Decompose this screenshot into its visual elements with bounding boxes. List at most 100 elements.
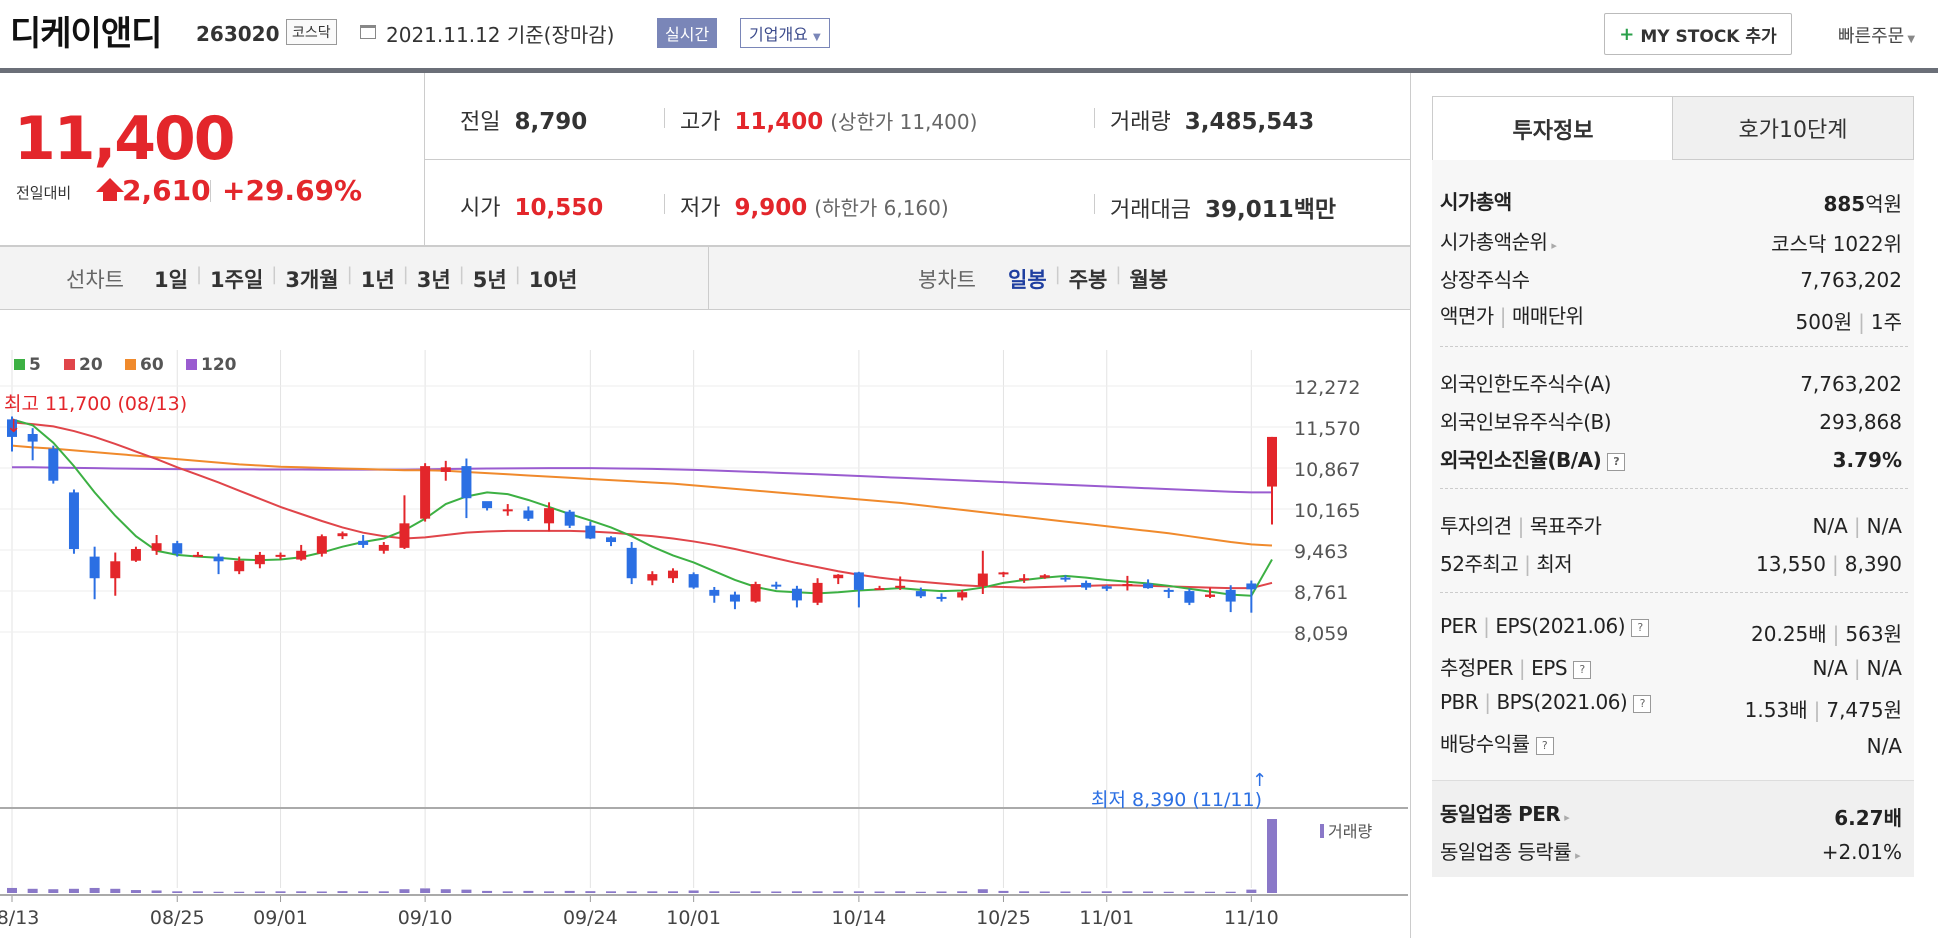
prev-close: 전일 8,790: [460, 104, 587, 136]
candle-body: [461, 466, 472, 499]
option-separator: |: [1115, 264, 1122, 285]
pbr-values: 1.53배 | 7,475원: [1744, 698, 1902, 722]
line-chart-label: 선차트: [66, 268, 124, 292]
candle-body: [585, 525, 596, 539]
candle-body: [316, 536, 327, 554]
candle-body: [48, 448, 59, 481]
div-text: 배당수익률: [1440, 732, 1530, 756]
legend-label: 5: [29, 355, 41, 375]
calendar-icon: [360, 25, 376, 39]
low-label: 저가: [680, 196, 721, 221]
help-icon[interactable]: ?: [1607, 452, 1626, 471]
candle-body: [399, 523, 410, 548]
volume-value: 3,485,543: [1184, 109, 1315, 135]
candle-body: [895, 585, 906, 588]
legend-label: 120: [201, 355, 237, 375]
up-arrow-icon-stem: [103, 191, 117, 201]
candle-body: [358, 540, 369, 545]
volume-bar: [729, 891, 740, 893]
market-cap-value: 885억원: [1823, 188, 1902, 217]
help-icon[interactable]: ?: [1633, 694, 1652, 713]
volume-bar: [791, 891, 802, 893]
candle-body: [1081, 582, 1092, 588]
sector-change-link[interactable]: 동일업종 등락률 ▸: [1440, 836, 1581, 865]
lower-limit: (하한가 6,160): [814, 196, 949, 220]
volume-bar: [213, 891, 224, 893]
sector-per-link[interactable]: 동일업종 PER ▸: [1440, 798, 1570, 827]
volume-bar: [151, 890, 162, 893]
volume-bar: [482, 890, 493, 893]
line-chart-option[interactable]: 3년: [416, 268, 451, 292]
plus-icon: +: [1619, 23, 1635, 45]
line-chart-option[interactable]: 10년: [528, 268, 578, 292]
candle-chart-option[interactable]: 주봉: [1068, 268, 1108, 292]
per-value: 20.25배: [1751, 622, 1827, 646]
tab-invest-info[interactable]: 투자정보: [1432, 96, 1674, 161]
candle-chart-option[interactable]: 월봉: [1129, 268, 1169, 292]
up-arrow-icon: ↑: [1252, 770, 1267, 791]
volume-bar: [957, 891, 968, 893]
volume-bar: [1184, 891, 1195, 893]
ma5-line: [11, 418, 1273, 597]
candle-body: [1163, 589, 1174, 592]
candle-body: [1143, 583, 1154, 589]
realtime-button[interactable]: 실시간: [657, 18, 718, 48]
volume-bar: [358, 891, 369, 893]
market-cap-unit: 억원: [1865, 192, 1902, 216]
amount-unit: 백만: [1293, 197, 1337, 223]
quick-order-button[interactable]: 빠른주문 ▼: [1838, 22, 1915, 48]
target-text: 목표주가: [1529, 514, 1602, 538]
candle-body: [1122, 584, 1133, 587]
cap-rank-link[interactable]: 시가총액순위 ▸: [1440, 226, 1557, 255]
stock-code: 263020: [196, 22, 280, 46]
help-icon[interactable]: ?: [1573, 660, 1592, 679]
foreign-ratio-label: 외국인소진율(B/A)?: [1440, 444, 1626, 473]
line-chart-option[interactable]: 5년: [472, 268, 507, 292]
candle-body: [791, 588, 802, 601]
volume-bar: [234, 891, 245, 893]
line-chart-option[interactable]: 1주일: [210, 268, 264, 292]
candle-body: [977, 573, 988, 586]
legend-swatch: [64, 359, 75, 370]
legend-swatch: [14, 359, 25, 370]
open-value: 10,550: [514, 195, 604, 221]
tab-hoga10[interactable]: 호가10단계: [1672, 96, 1914, 160]
help-icon[interactable]: ?: [1535, 736, 1554, 755]
reference-date: 2021.11.12 기준(장마감): [386, 23, 615, 47]
volume-bar: [192, 891, 203, 893]
volume-bar: [378, 891, 389, 893]
divider: [708, 247, 709, 309]
low-annotation: 최저 8,390 (11/11): [1091, 789, 1262, 811]
candle-body: [1246, 583, 1257, 590]
line-chart-option[interactable]: 1일: [154, 268, 188, 292]
candle-body: [254, 554, 265, 565]
market-cap-label: 시가총액: [1440, 190, 1512, 214]
w52-high-text: 52주최고: [1440, 552, 1519, 576]
corp-overview-dropdown[interactable]: 기업개요 ▼: [740, 18, 830, 48]
candle-body: [68, 492, 79, 550]
opinion-label: 투자의견 | 목표주가: [1440, 514, 1602, 538]
line-chart-option[interactable]: 3개월: [285, 268, 339, 292]
y-tick-label: 10,165: [1294, 500, 1360, 522]
pbr-label: PBR | BPS(2021.06)?: [1440, 690, 1652, 714]
candle-body: [502, 509, 513, 512]
y-tick-label: 9,463: [1294, 541, 1348, 563]
mystock-add-button[interactable]: + MY STOCK 추가: [1604, 13, 1792, 55]
candle-body: [709, 589, 720, 596]
volume-bar: [27, 888, 38, 893]
est-per-text: 추정PER: [1440, 656, 1513, 680]
target-value: N/A: [1866, 514, 1902, 538]
option-separator: |: [514, 264, 521, 285]
help-icon[interactable]: ?: [1631, 618, 1650, 637]
candle-chart-option[interactable]: 일봉: [1008, 268, 1047, 292]
bps-text: BPS(2021.06): [1496, 690, 1628, 714]
candle-body: [915, 591, 926, 597]
corp-overview-label: 기업개요: [749, 25, 808, 44]
option-separator: |: [402, 264, 409, 285]
low-price: 저가 9,900 (하한가 6,160): [680, 190, 949, 222]
candle-body: [234, 560, 245, 572]
volume-bar: [1122, 891, 1133, 893]
line-chart-option[interactable]: 1년: [360, 268, 395, 292]
low-value: 9,900: [734, 195, 808, 221]
foreign-limit-label: 외국인한도주식수(A): [1440, 372, 1612, 396]
